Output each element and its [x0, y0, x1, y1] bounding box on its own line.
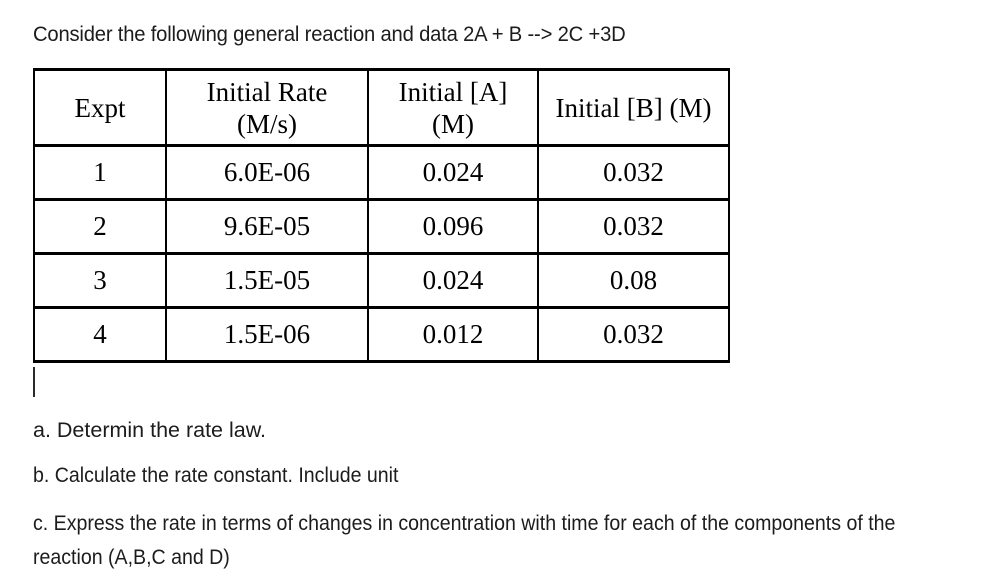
- table-row: 2 9.6E-05 0.096 0.032: [33, 198, 730, 255]
- header-conc-b-label: Initial [B] (M): [555, 92, 712, 123]
- cell-conc-a: 0.012: [367, 306, 539, 363]
- header-expt-label: Expt: [74, 92, 126, 123]
- table-row: 3 1.5E-05 0.024 0.08: [33, 252, 730, 309]
- cell-conc-b: 0.08: [537, 252, 730, 309]
- cell-expt: 2: [33, 198, 167, 255]
- header-initial-a: Initial [A] (M): [367, 68, 539, 147]
- text-cursor: [33, 367, 35, 397]
- table-header-row: Expt Initial Rate (M/s) Initial [A] (M) …: [33, 68, 730, 147]
- cell-conc-b: 0.032: [537, 144, 730, 201]
- cell-conc-a: 0.096: [367, 198, 539, 255]
- header-conc-a-line2: (M): [432, 108, 474, 139]
- question-c-line1: c. Express the rate in terms of changes …: [33, 511, 896, 535]
- cell-conc-a: 0.024: [367, 252, 539, 309]
- cell-conc-a: 0.024: [367, 144, 539, 201]
- cell-conc-b: 0.032: [537, 198, 730, 255]
- table-row: 4 1.5E-06 0.012 0.032: [33, 306, 730, 363]
- question-c: c. Express the rate in terms of changes …: [33, 507, 895, 574]
- header-rate-line1: Initial Rate: [206, 76, 328, 107]
- reaction-data-table: Expt Initial Rate (M/s) Initial [A] (M) …: [33, 68, 730, 363]
- header-initial-rate: Initial Rate (M/s): [165, 68, 369, 147]
- problem-statement: Consider the following general reaction …: [33, 22, 626, 46]
- question-a: a. Determin the rate law.: [33, 418, 267, 442]
- header-expt: Expt: [33, 68, 167, 147]
- cell-rate: 9.6E-05: [165, 198, 369, 255]
- header-conc-a-line1: Initial [A]: [398, 76, 508, 107]
- cell-expt: 3: [33, 252, 167, 309]
- cell-expt: 4: [33, 306, 167, 363]
- table-row: 1 6.0E-06 0.024 0.032: [33, 144, 730, 201]
- cell-expt: 1: [33, 144, 167, 201]
- question-b: b. Calculate the rate constant. Include …: [33, 463, 399, 487]
- cell-rate: 1.5E-06: [165, 306, 369, 363]
- cell-rate: 6.0E-06: [165, 144, 369, 201]
- cell-rate: 1.5E-05: [165, 252, 369, 309]
- header-rate-line2: (M/s): [237, 108, 297, 139]
- cell-conc-b: 0.032: [537, 306, 730, 363]
- header-initial-b: Initial [B] (M): [537, 68, 730, 147]
- question-c-line2: reaction (A,B,C and D): [33, 544, 230, 569]
